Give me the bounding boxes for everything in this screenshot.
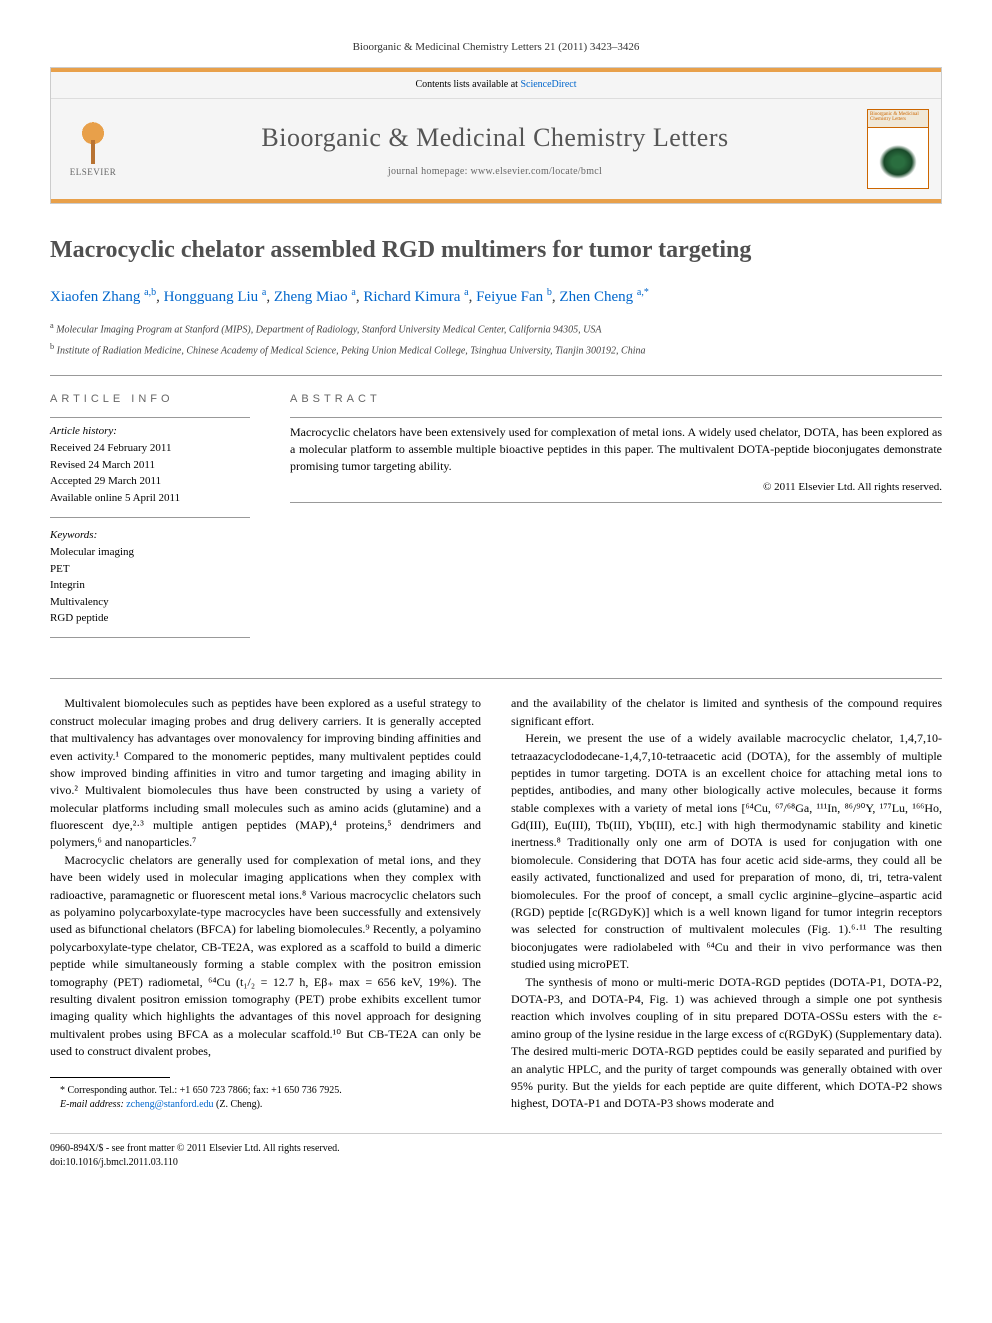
abstract-copyright: © 2011 Elsevier Ltd. All rights reserved… — [290, 480, 942, 495]
affil-b-text: Institute of Radiation Medicine, Chinese… — [57, 346, 646, 357]
body-para-5: The synthesis of mono or multi-meric DOT… — [511, 974, 942, 1113]
body-divider — [50, 678, 942, 679]
received-line: Received 24 February 2011 — [50, 441, 250, 456]
keyword-2: PET — [50, 562, 250, 577]
author-list: Xiaofen Zhang a,b, Hongguang Liu a, Zhen… — [50, 286, 942, 308]
corresponding-author: * Corresponding author. Tel.: +1 650 723… — [50, 1084, 481, 1099]
keyword-3: Integrin — [50, 578, 250, 593]
footer-line-2: doi:10.1016/j.bmcl.2011.03.110 — [50, 1156, 942, 1170]
info-abstract-row: ARTICLE INFO Article history: Received 2… — [50, 392, 942, 649]
author-link[interactable]: Xiaofen Zhang a,b — [50, 289, 156, 305]
affiliation-a: a Molecular Imaging Program at Stanford … — [50, 320, 942, 337]
article-info-column: ARTICLE INFO Article history: Received 2… — [50, 392, 250, 649]
author-link[interactable]: Zhen Cheng a,* — [559, 289, 648, 305]
journal-header-box: Contents lists available at ScienceDirec… — [50, 67, 942, 204]
body-para-2: Macrocyclic chelators are generally used… — [50, 852, 481, 1061]
affiliation-b: b Institute of Radiation Medicine, Chine… — [50, 341, 942, 358]
citation-line: Bioorganic & Medicinal Chemistry Letters… — [50, 40, 942, 55]
divider-line — [50, 375, 942, 376]
online-line: Available online 5 April 2011 — [50, 491, 250, 506]
abstract-divider-top — [290, 417, 942, 418]
elsevier-label: ELSEVIER — [70, 166, 117, 179]
abstract-column: ABSTRACT Macrocyclic chelators have been… — [290, 392, 942, 649]
abstract-text: Macrocyclic chelators have been extensiv… — [290, 424, 942, 474]
body-para-1: Multivalent biomolecules such as peptide… — [50, 695, 481, 852]
body-para-4: Herein, we present the use of a widely a… — [511, 730, 942, 973]
author-link[interactable]: Hongguang Liu a — [164, 289, 267, 305]
affil-a-text: Molecular Imaging Program at Stanford (M… — [56, 324, 601, 335]
history-block: Article history: Received 24 February 20… — [50, 424, 250, 518]
elsevier-logo: ELSEVIER — [63, 114, 123, 184]
elsevier-tree-icon — [73, 120, 113, 164]
footnote-divider — [50, 1077, 170, 1078]
body-para-3: and the availability of the chelator is … — [511, 695, 942, 730]
keywords-label: Keywords: — [50, 528, 250, 543]
journal-homepage: journal homepage: www.elsevier.com/locat… — [123, 165, 867, 179]
article-info-heading: ARTICLE INFO — [50, 392, 250, 407]
history-label: Article history: — [50, 424, 250, 439]
page-footer: 0960-894X/$ - see front matter © 2011 El… — [50, 1133, 942, 1170]
header-top-row: Contents lists available at ScienceDirec… — [51, 72, 941, 99]
cover-image-icon — [876, 142, 920, 182]
cover-text: Bioorganic & Medicinal Chemistry Letters — [868, 110, 928, 128]
header-main-row: ELSEVIER Bioorganic & Medicinal Chemistr… — [51, 99, 941, 199]
keywords-block: Keywords: Molecular imaging PET Integrin… — [50, 528, 250, 638]
page-container: Bioorganic & Medicinal Chemistry Letters… — [0, 0, 992, 1210]
contents-available-text: Contents lists available at ScienceDirec… — [415, 78, 576, 92]
keyword-5: RGD peptide — [50, 611, 250, 626]
footnote-block: * Corresponding author. Tel.: +1 650 723… — [50, 1084, 481, 1113]
journal-cover-thumbnail: Bioorganic & Medicinal Chemistry Letters — [867, 109, 929, 189]
abstract-divider-bottom — [290, 502, 942, 503]
email-link[interactable]: zcheng@stanford.edu — [126, 1099, 213, 1110]
body-text-columns: Multivalent biomolecules such as peptide… — [50, 695, 942, 1112]
abstract-heading: ABSTRACT — [290, 392, 942, 407]
author-link[interactable]: Zheng Miao a — [274, 289, 356, 305]
email-label: E-mail address: — [60, 1099, 126, 1110]
keyword-1: Molecular imaging — [50, 545, 250, 560]
author-link[interactable]: Richard Kimura a — [363, 289, 468, 305]
journal-title: Bioorganic & Medicinal Chemistry Letters — [123, 120, 867, 156]
bottom-orange-bar — [51, 199, 941, 203]
article-title: Macrocyclic chelator assembled RGD multi… — [50, 234, 942, 268]
author-link[interactable]: Feiyue Fan b — [476, 289, 552, 305]
email-line: E-mail address: zcheng@stanford.edu (Z. … — [50, 1098, 481, 1113]
accepted-line: Accepted 29 March 2011 — [50, 474, 250, 489]
contents-label: Contents lists available at — [415, 79, 520, 90]
keyword-4: Multivalency — [50, 595, 250, 610]
email-name: (Z. Cheng). — [216, 1099, 262, 1110]
footer-line-1: 0960-894X/$ - see front matter © 2011 El… — [50, 1142, 942, 1156]
info-divider — [50, 417, 250, 418]
revised-line: Revised 24 March 2011 — [50, 458, 250, 473]
sciencedirect-link[interactable]: ScienceDirect — [520, 79, 576, 90]
journal-title-block: Bioorganic & Medicinal Chemistry Letters… — [123, 120, 867, 178]
